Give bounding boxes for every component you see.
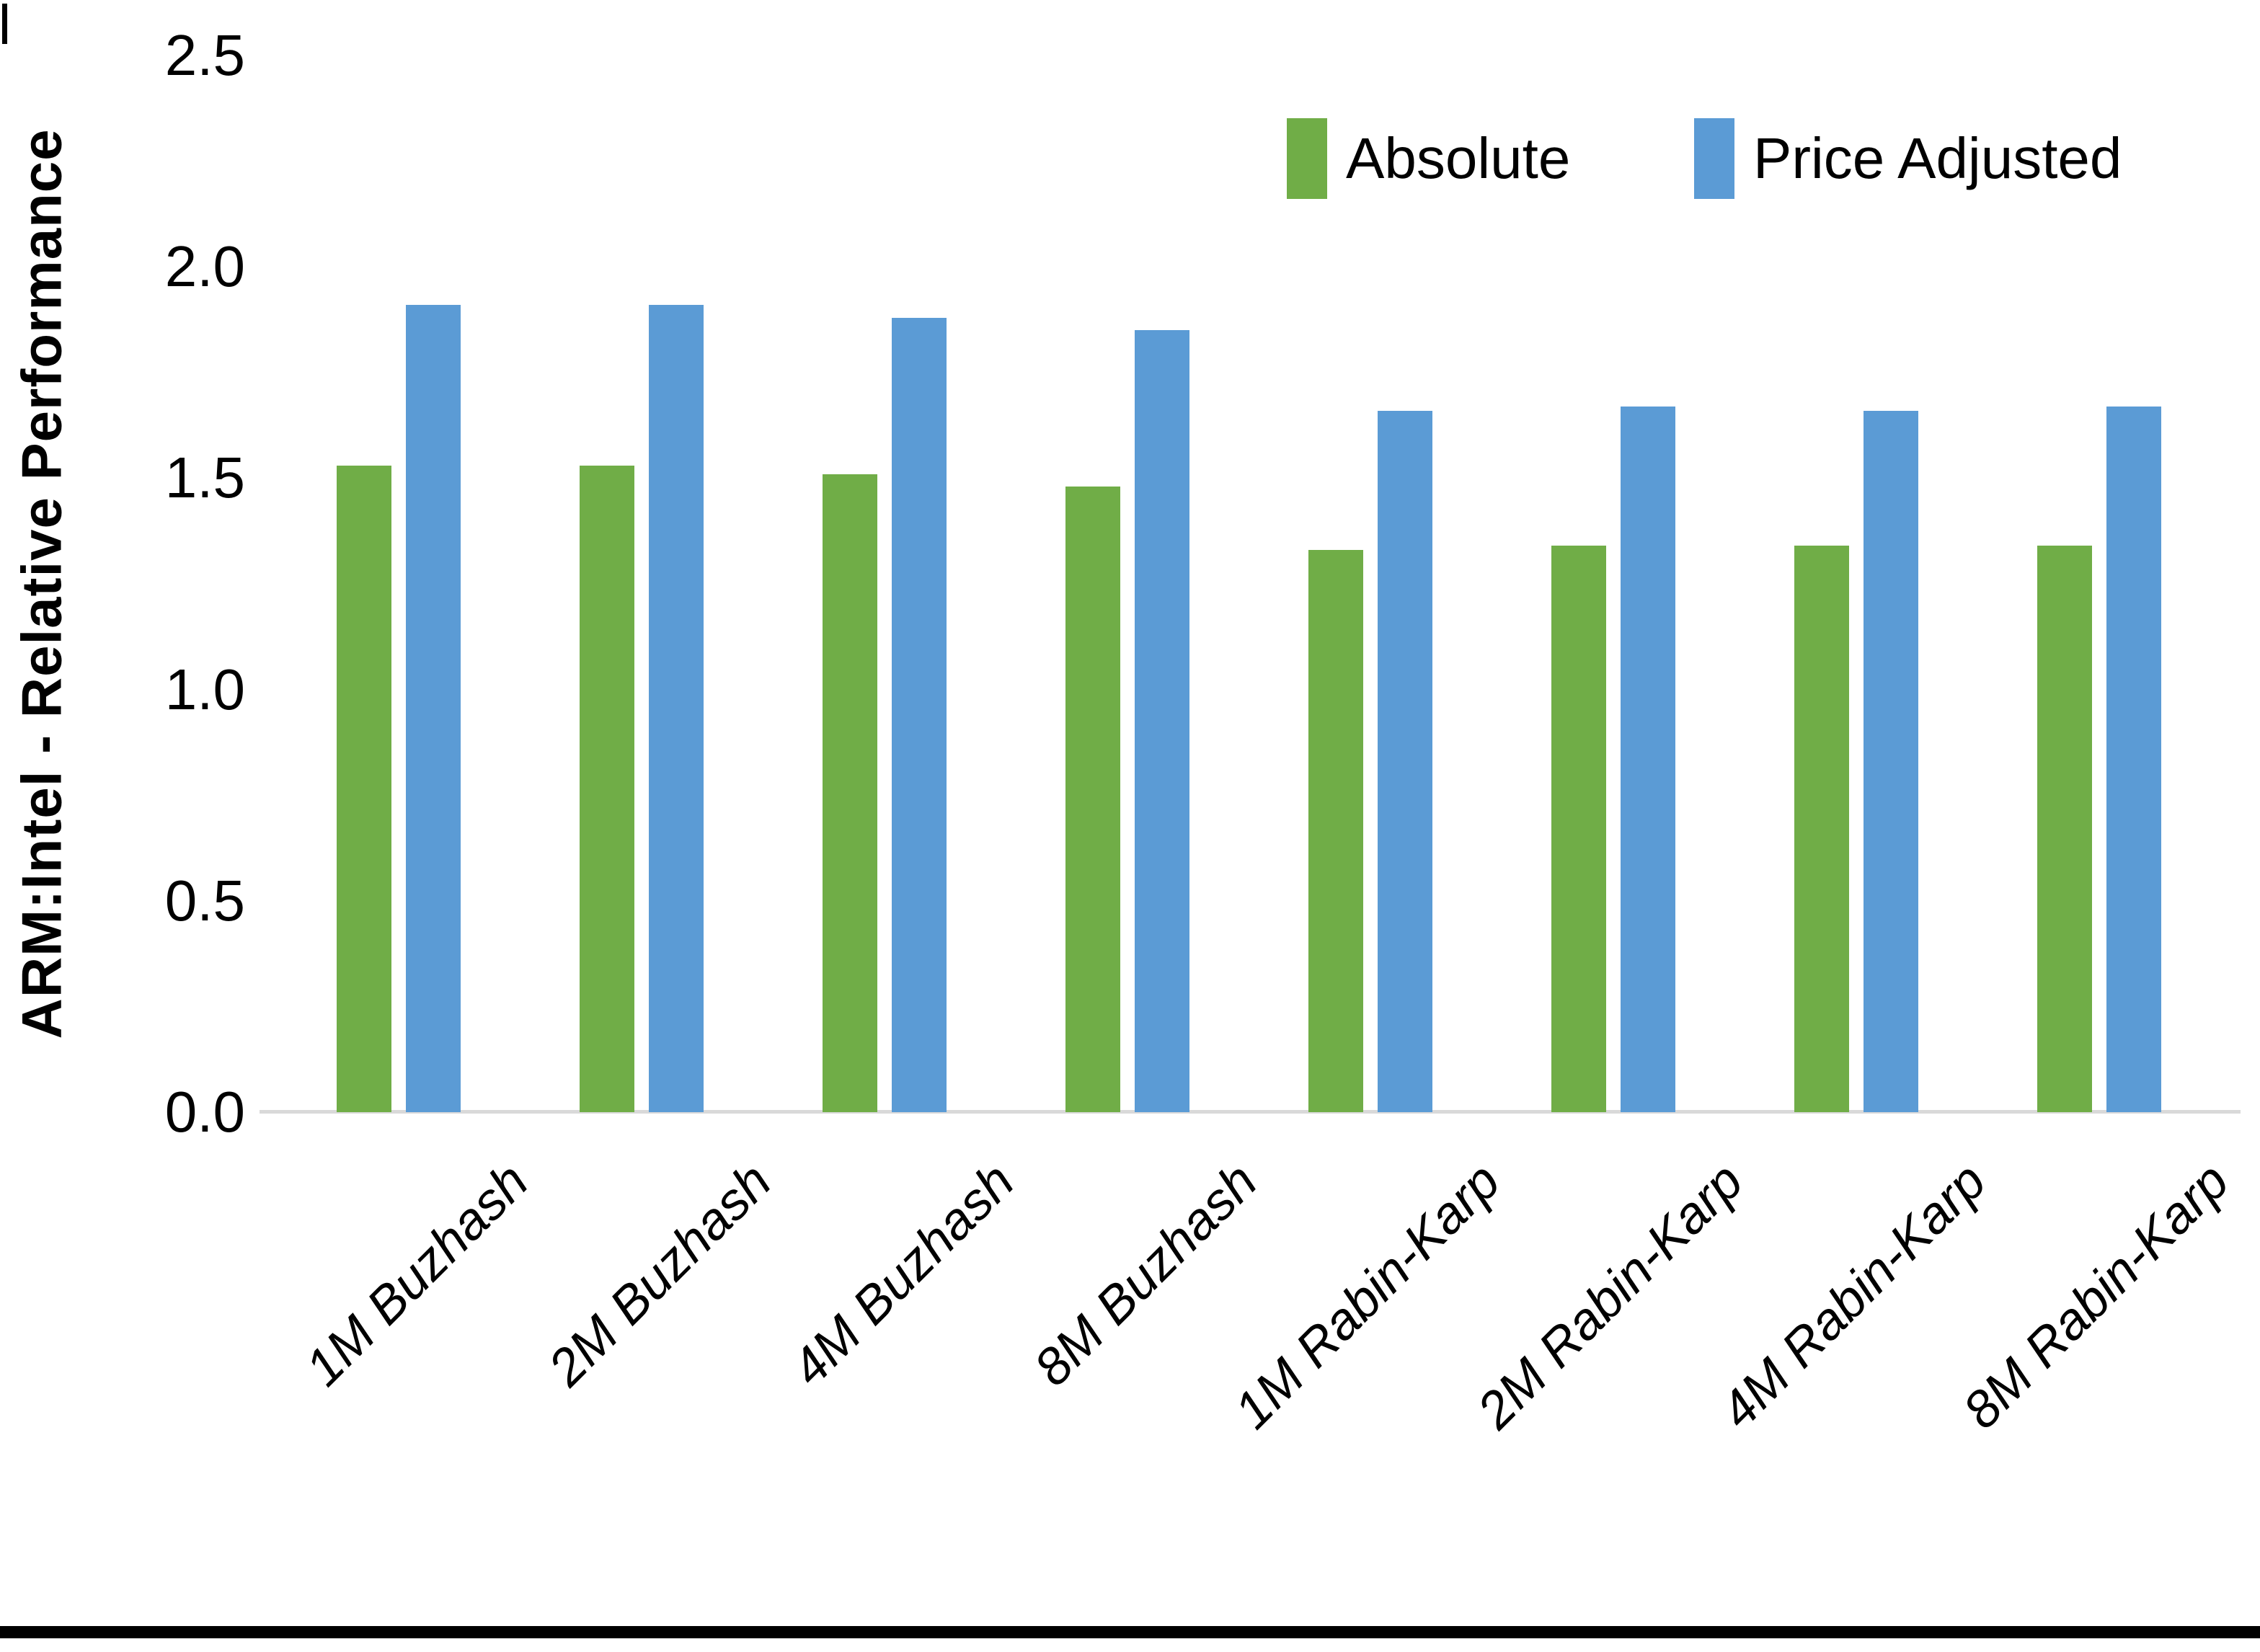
bar-absolute-4m-rabin-karp xyxy=(1794,546,1849,1112)
x-label-2m-buzhash: 2M Buzhash xyxy=(537,1152,783,1398)
x-label-2m-rabin-karp: 2M Rabin-Karp xyxy=(1466,1152,1755,1440)
bar-absolute-1m-buzhash xyxy=(337,466,391,1112)
bar-price-adjusted-2m-buzhash xyxy=(649,305,704,1112)
bar-absolute-2m-buzhash xyxy=(580,466,634,1112)
bar-price-adjusted-4m-buzhash xyxy=(892,318,947,1112)
y-tick-label-0-5: 0.5 xyxy=(164,868,245,933)
x-label-4m-rabin-karp: 4M Rabin-Karp xyxy=(1709,1152,1998,1440)
x-label-4m-buzhash: 4M Buzhash xyxy=(780,1152,1026,1398)
bar-price-adjusted-8m-buzhash xyxy=(1135,330,1189,1112)
figure-border-corner-mark xyxy=(2,4,7,44)
x-label-8m-buzhash: 8M Buzhash xyxy=(1023,1152,1269,1398)
legend-item-absolute: Absolute xyxy=(1287,115,1570,202)
legend-swatch-price-adjusted xyxy=(1694,118,1734,199)
legend-label-price-adjusted: Price Adjusted xyxy=(1753,126,2122,190)
bar-price-adjusted-2m-rabin-karp xyxy=(1621,407,1675,1112)
y-tick-label-0-0: 0.0 xyxy=(164,1080,245,1144)
y-tick-label-1-5: 1.5 xyxy=(164,445,245,510)
legend-swatch-absolute xyxy=(1287,118,1327,199)
bar-absolute-8m-buzhash xyxy=(1065,487,1120,1112)
bar-price-adjusted-1m-buzhash xyxy=(406,305,461,1112)
bar-price-adjusted-4m-rabin-karp xyxy=(1864,411,1918,1112)
x-axis-line xyxy=(260,1110,2241,1114)
figure-border-bottom xyxy=(0,1626,2260,1638)
x-label-1m-rabin-karp: 1M Rabin-Karp xyxy=(1223,1152,1512,1440)
x-label-8m-rabin-karp: 8M Rabin-Karp xyxy=(1952,1152,2241,1440)
y-tick-label-2-5: 2.5 xyxy=(164,23,245,87)
bar-absolute-2m-rabin-karp xyxy=(1551,546,1606,1112)
bar-price-adjusted-8m-rabin-karp xyxy=(2106,407,2161,1112)
legend-item-price-adjusted: Price Adjusted xyxy=(1694,115,2122,202)
bar-absolute-1m-rabin-karp xyxy=(1308,550,1363,1112)
bar-price-adjusted-1m-rabin-karp xyxy=(1378,411,1432,1112)
legend-label-absolute: Absolute xyxy=(1346,126,1571,190)
bar-absolute-4m-buzhash xyxy=(823,474,877,1112)
bar-absolute-8m-rabin-karp xyxy=(2037,546,2092,1112)
x-label-1m-buzhash: 1M Buzhash xyxy=(294,1152,540,1398)
y-tick-label-1-0: 1.0 xyxy=(164,657,245,721)
y-tick-label-2-0: 2.0 xyxy=(164,234,245,299)
